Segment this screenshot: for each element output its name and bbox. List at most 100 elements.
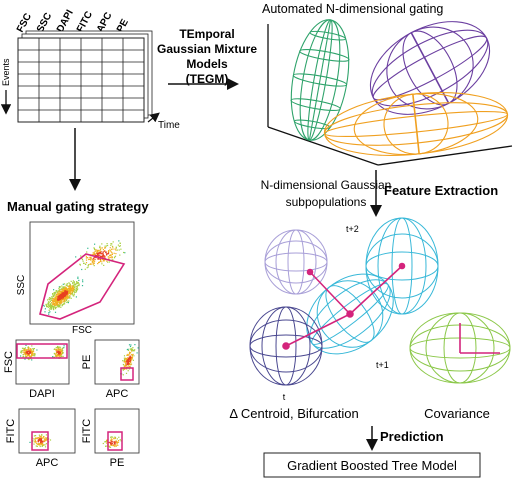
events-label: Events bbox=[1, 58, 11, 86]
density-dot bbox=[123, 368, 125, 370]
density-dot bbox=[59, 290, 61, 292]
density-dot bbox=[113, 252, 115, 254]
density-dot bbox=[49, 303, 51, 305]
density-dot bbox=[85, 262, 88, 264]
density-dot bbox=[51, 299, 54, 301]
density-dot bbox=[72, 287, 74, 289]
density-dot bbox=[111, 253, 113, 255]
density-dot bbox=[128, 358, 130, 360]
density-dot bbox=[51, 297, 53, 299]
density-dot bbox=[130, 363, 132, 365]
density-dot bbox=[57, 292, 59, 294]
density-dot bbox=[23, 355, 25, 357]
p3-y-label: FITC bbox=[5, 419, 17, 443]
density-dot bbox=[53, 309, 55, 311]
density-dot bbox=[110, 254, 112, 256]
density-dot bbox=[56, 355, 58, 357]
density-dot bbox=[23, 349, 25, 351]
density-dot bbox=[47, 306, 49, 308]
density-dot bbox=[56, 303, 58, 305]
density-dot bbox=[52, 298, 54, 300]
density-dot bbox=[55, 298, 57, 300]
density-dot bbox=[61, 301, 63, 303]
density-dot bbox=[49, 439, 52, 441]
density-dot bbox=[48, 298, 50, 300]
density-dot bbox=[61, 351, 63, 354]
density-dot bbox=[52, 307, 55, 309]
density-dot bbox=[41, 434, 43, 436]
density-dot bbox=[65, 291, 68, 293]
density-dot bbox=[62, 286, 64, 288]
density-dot bbox=[66, 295, 68, 298]
density-dot bbox=[111, 256, 113, 258]
plot-fitc-apc: FITC APC bbox=[5, 408, 76, 469]
density-dot bbox=[130, 357, 132, 359]
covariance-caption: Covariance bbox=[424, 406, 490, 421]
density-dot bbox=[61, 355, 63, 357]
density-dot bbox=[97, 251, 99, 253]
density-dot bbox=[28, 354, 30, 356]
density-dot bbox=[61, 304, 63, 306]
density-dot bbox=[77, 277, 79, 279]
density-dot bbox=[125, 366, 127, 368]
density-dot bbox=[58, 352, 60, 354]
density-dot bbox=[58, 354, 61, 357]
density-dot bbox=[54, 297, 56, 299]
density-dot bbox=[106, 442, 108, 444]
density-dot bbox=[109, 247, 111, 249]
density-dot bbox=[62, 350, 64, 352]
density-dot bbox=[24, 348, 26, 350]
density-dot bbox=[40, 442, 42, 444]
density-dot bbox=[95, 252, 97, 254]
density-dot bbox=[98, 261, 100, 264]
density-dot bbox=[40, 443, 42, 445]
density-dot bbox=[36, 443, 38, 445]
density-dot bbox=[20, 351, 22, 353]
density-dot bbox=[61, 349, 63, 351]
density-dot bbox=[50, 299, 52, 301]
density-dot bbox=[57, 306, 59, 308]
density-dot bbox=[127, 359, 129, 361]
density-dot bbox=[26, 355, 28, 357]
density-dot bbox=[55, 304, 57, 307]
density-dot bbox=[98, 250, 100, 252]
density-dot bbox=[59, 289, 61, 291]
density-dot bbox=[21, 347, 24, 349]
density-dot bbox=[72, 295, 74, 297]
density-dot bbox=[52, 293, 54, 295]
density-dot bbox=[131, 355, 133, 357]
density-dot bbox=[60, 353, 62, 355]
density-dot bbox=[30, 356, 32, 358]
density-dot bbox=[93, 253, 95, 255]
density-dot bbox=[36, 437, 38, 439]
density-dot bbox=[84, 263, 87, 265]
density-dot bbox=[131, 357, 134, 359]
density-dot bbox=[126, 357, 128, 360]
density-dot bbox=[98, 261, 100, 263]
density-dot bbox=[66, 293, 68, 295]
density-dot bbox=[132, 353, 134, 355]
density-dot bbox=[115, 247, 117, 249]
density-dot bbox=[110, 250, 112, 252]
density-dot bbox=[62, 287, 64, 289]
density-dot bbox=[128, 356, 130, 358]
density-dot bbox=[67, 297, 69, 299]
density-dot bbox=[111, 257, 113, 259]
density-dot bbox=[127, 364, 129, 366]
green-ellipsoid bbox=[290, 19, 350, 141]
density-dot bbox=[106, 243, 108, 245]
main-scatter-plot: SSC FSC bbox=[16, 221, 135, 336]
density-dot bbox=[111, 439, 113, 441]
density-dot bbox=[123, 361, 126, 363]
density-dot bbox=[110, 439, 112, 441]
density-dot bbox=[76, 286, 78, 289]
density-dot bbox=[90, 263, 92, 265]
plot-fitc-apc-gate bbox=[31, 431, 49, 451]
density-dot bbox=[29, 441, 31, 443]
density-dot bbox=[61, 305, 63, 307]
density-dot bbox=[57, 290, 59, 292]
density-dot bbox=[122, 363, 124, 366]
density-dot bbox=[115, 246, 117, 248]
density-dot bbox=[126, 358, 128, 361]
density-dot bbox=[54, 353, 57, 355]
